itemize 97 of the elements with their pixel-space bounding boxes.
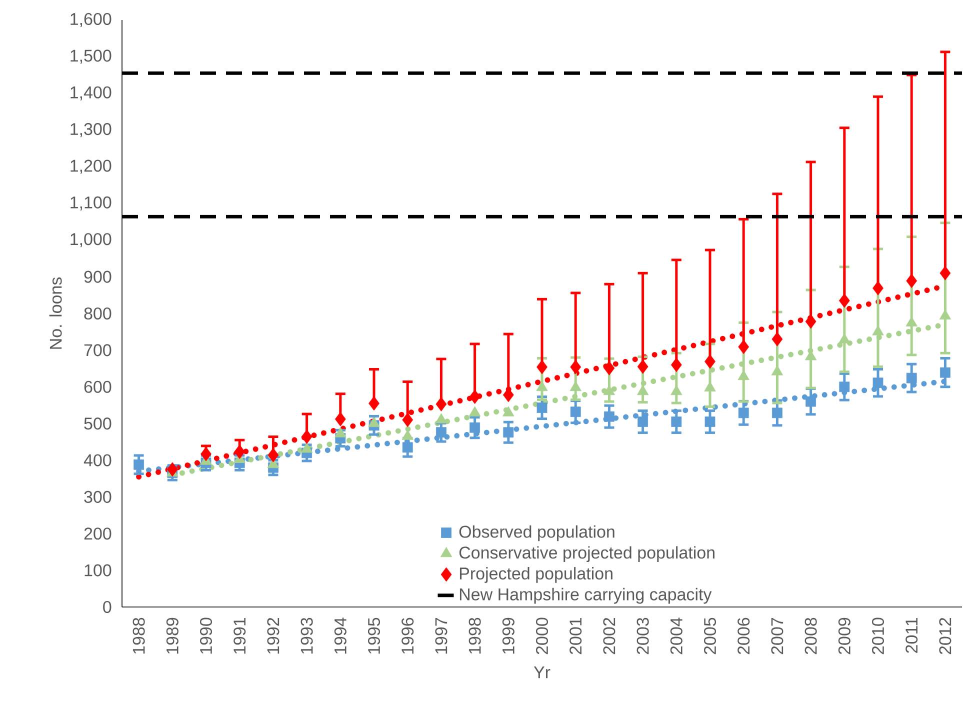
x-tick-label: 2000 [536,618,548,654]
point [704,416,716,427]
point [838,333,850,344]
y-tick-label: 800 [84,307,112,320]
point [637,359,648,374]
point [671,416,682,427]
x-tick-label: 1989 [166,618,178,654]
point [166,462,178,477]
y-tick-label: 1,100 [70,196,112,210]
point [805,314,816,329]
y-tick-label: 1,200 [70,160,112,174]
x-tick-label: 2010 [872,618,884,654]
y-tick-label: 1,000 [70,233,112,248]
point [872,280,884,296]
x-tick-label: 2003 [636,618,649,654]
point [806,396,816,407]
point [334,412,346,426]
point [738,340,750,354]
x-tick-label: 1993 [300,618,313,654]
x-tick-label: 1996 [402,618,414,654]
point [368,396,380,411]
x-tick-label: 2001 [570,618,582,654]
y-tick-label: 900 [84,270,112,283]
x-tick-label: 1995 [368,618,380,654]
point [436,427,446,438]
point [839,382,850,392]
point [334,427,346,438]
x-axis-title: Yr [534,666,550,678]
y-tick-label: 100 [84,564,112,576]
y-tick-label: 600 [84,380,112,393]
x-tick-label: 1999 [502,618,514,654]
x-tick-label: 2012 [939,618,952,654]
y-tick-label: 500 [84,418,112,430]
point [435,413,448,424]
x-tick-label: 1990 [200,618,212,654]
point [436,396,447,412]
point [301,430,312,444]
x-tick-label: 1992 [267,618,280,654]
point [604,360,615,376]
point [469,390,480,404]
x-tick-label: 2007 [771,618,784,654]
point [402,442,413,453]
point [200,446,212,462]
x-tick-label: 1988 [132,618,145,654]
point [468,406,481,416]
point [268,448,279,462]
y-tick-label: 700 [84,344,112,356]
y-axis-title: No. loons [49,277,62,349]
legend-label: Observed population [459,525,614,542]
point [402,430,414,440]
y-tick-label: 300 [84,490,112,503]
point [670,358,682,372]
point [503,427,514,438]
point [604,411,614,422]
point [502,406,514,416]
point [738,408,749,418]
x-tick-label: 2002 [603,618,616,654]
y-tick-label: 1,600 [70,12,112,28]
point [570,406,581,418]
x-tick-label: 1991 [234,618,246,654]
point [872,325,884,336]
point [536,402,548,413]
x-tick-label: 1994 [334,618,346,654]
point [536,360,548,374]
point [772,332,783,346]
point [300,442,313,453]
point [838,293,850,308]
legend-label: Projected population [460,567,612,583]
point [940,266,951,280]
x-tick-label: 2009 [838,618,850,654]
x-tick-label: 2005 [704,618,716,654]
point [570,360,582,374]
x-tick-label: 2006 [738,618,750,654]
y-tick-label: 1,400 [70,86,112,100]
y-tick-label: 0 [103,600,112,614]
y-tick-label: 1,500 [70,50,112,64]
point [772,408,782,418]
point [906,274,918,288]
point [704,354,716,369]
point [402,412,414,428]
x-tick-label: 2008 [804,618,817,654]
point [234,444,246,459]
legend-label: New Hampshire carrying capacity [460,588,712,604]
y-tick-label: 400 [84,454,112,466]
point [940,367,950,378]
x-tick-label: 1997 [435,618,448,654]
point [470,422,480,433]
point [906,372,917,384]
y-tick-label: 1,300 [70,123,112,138]
point [638,416,648,427]
point [134,459,144,470]
x-tick-label: 2011 [906,618,918,653]
y-tick-label: 200 [84,528,112,540]
x-tick-label: 1998 [468,618,481,654]
point [872,378,884,388]
x-tick-label: 2004 [670,618,682,654]
legend-label: Conservative projected population [459,546,714,562]
